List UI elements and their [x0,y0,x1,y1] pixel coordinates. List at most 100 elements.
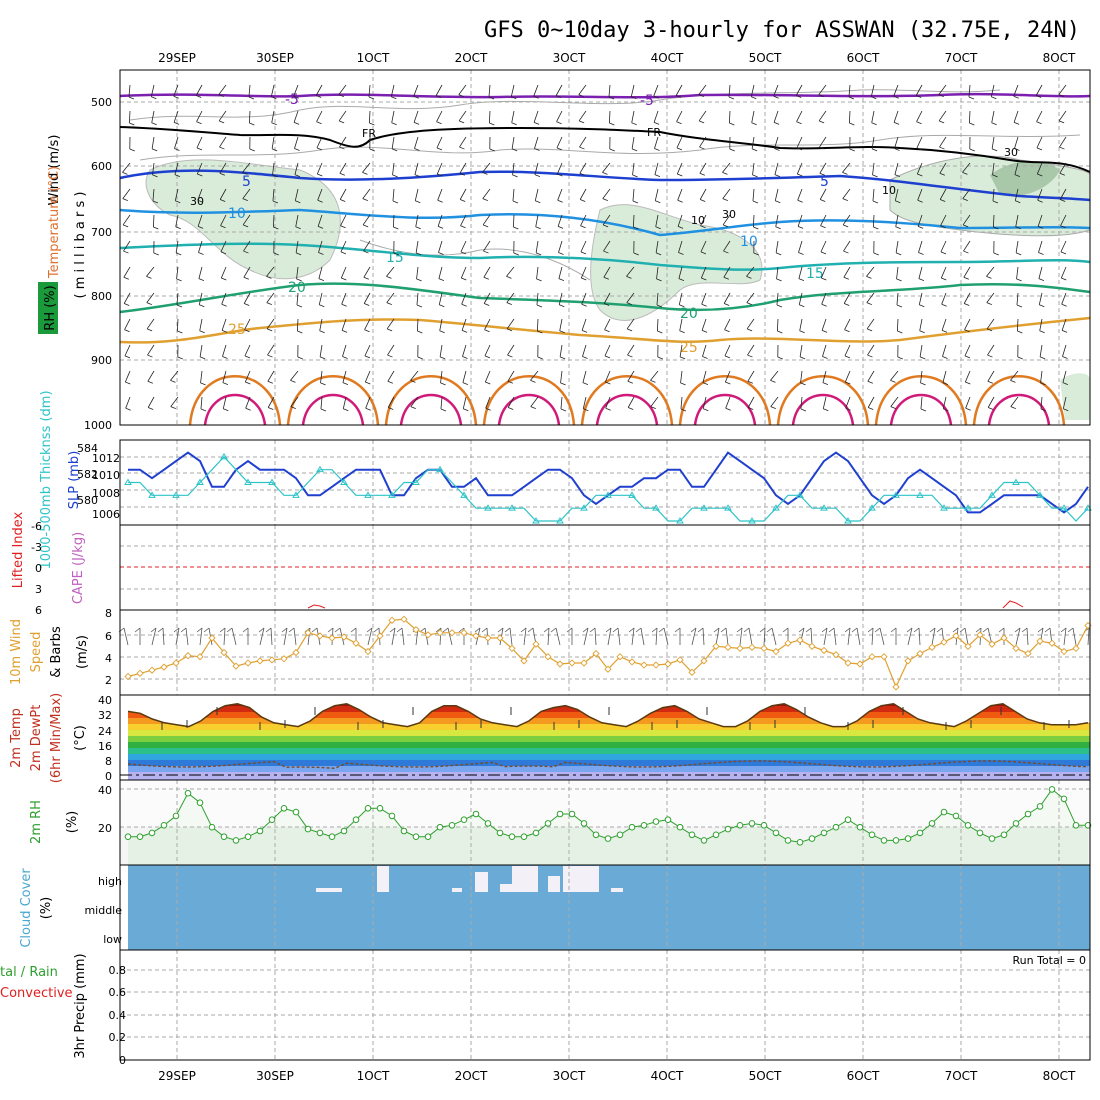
wind-barb-flag [268,407,274,410]
wind-speed-point [412,626,420,634]
wind-barb-flag [653,95,659,99]
wind-barb-flag [626,302,632,305]
wind-barb-flag [146,302,152,305]
wind-barb-flag [893,95,899,99]
wind-barb [437,214,443,227]
wind10-barb [748,627,753,646]
wind-barb [701,318,707,331]
wind10-barb [702,627,705,646]
wind-barb [317,214,323,227]
wind-barb-flag [702,382,709,385]
wind-barb-flag [775,226,781,230]
temp-tick-40: 40 [98,694,112,707]
wind-barb [752,214,755,228]
wind10-barb [715,627,720,646]
wind-barb [559,318,563,331]
wind-barb-flag [798,252,804,255]
wind-barb-flag [267,380,273,384]
wind10-barb [823,627,828,646]
wind10-barb-flag [998,627,1005,633]
wind-barb-flag [655,252,662,256]
wind-barb [196,110,203,122]
wind-barb-flag [581,303,587,307]
wind-barb-flag [657,356,663,360]
rh-area-4 [1060,373,1090,420]
wind-barb [266,266,275,277]
wind-barb-flag [1059,172,1065,176]
wind-barb-flag [602,198,608,201]
wind10-barb-flag [628,627,635,633]
wind10-barb [594,627,597,646]
thickness-point [772,504,780,511]
wind-barb [848,110,851,124]
top-date-label: 8OCT [1043,51,1076,65]
wind-barb [199,344,203,357]
wind10-barb [964,627,969,646]
wind10-barb [270,627,273,646]
wind-barb-flag [249,148,255,152]
wind-barb [871,136,875,149]
wind-barb [773,110,779,123]
isotherm-35-arc [889,393,953,426]
wind-barb [197,214,203,227]
wind10-barb-flag [543,627,550,633]
wind-barb-flag [173,121,180,125]
temp2m-line [127,703,1089,728]
wind-barb [461,292,467,305]
wind-barb-flag [196,147,203,151]
wind-barb-flag [317,173,323,177]
wind-barb [1059,136,1067,148]
wind-barb [987,344,995,356]
wind-barb [198,292,203,305]
wind10-barb-flag [1014,627,1021,633]
wind-barb-flag [129,148,135,152]
wind10-barb [691,627,697,646]
wind-speed-point [652,661,660,669]
wind-barb [391,136,395,149]
wind10-barb-flag [334,627,341,633]
wind10-barb-flag [906,627,913,633]
wind-barb [386,318,395,330]
pressure-tick: 800 [91,290,112,303]
wind10-barb-flag [550,627,557,633]
wind-barb-flag [654,174,661,177]
wind-barb-flag [677,173,683,177]
wind-barb [483,240,491,252]
wind-barb-flag [650,406,656,409]
contour-label-10-a: 10 [228,206,246,222]
wind-barb-flag [295,226,301,230]
wind-barb-flag [722,224,729,228]
wind10-barb-flag [527,627,534,633]
wind-barb [581,318,587,331]
wind-barb [512,162,515,175]
wind-barb [866,292,875,303]
wind-barb-flag [986,328,993,332]
wind-barb-flag [437,199,443,203]
wind-speed-point [484,634,492,642]
wind10-barb-flag [134,627,141,633]
wind-barb [676,110,683,122]
wind-speed-point [1060,647,1068,656]
precip-tick-0: 0 [119,1054,126,1067]
wind-speed-point [556,660,564,668]
wind-barb [654,162,659,175]
wind-speed-point [904,657,912,665]
wind-barb [170,370,179,381]
wind-barb [631,110,635,123]
wind10-barb [847,627,851,646]
wind10-barb-flag [952,627,959,633]
wind10-barb-flag [196,627,203,633]
wind-barb [867,396,875,408]
wind-barb-flag [964,355,971,359]
thickness-point [988,491,996,498]
wind-barb-flag [386,302,392,305]
wind-barb-flag [341,303,347,307]
wind10-barb-flag [366,627,373,633]
wind-barb [435,84,443,96]
wind-speed-point [160,663,168,671]
wind-barb-flag [559,356,566,360]
wind10-barb-flag [219,627,226,633]
wind-barb-flag [148,407,154,410]
isotherm-15 [119,242,1091,271]
wind-barb [436,110,443,122]
